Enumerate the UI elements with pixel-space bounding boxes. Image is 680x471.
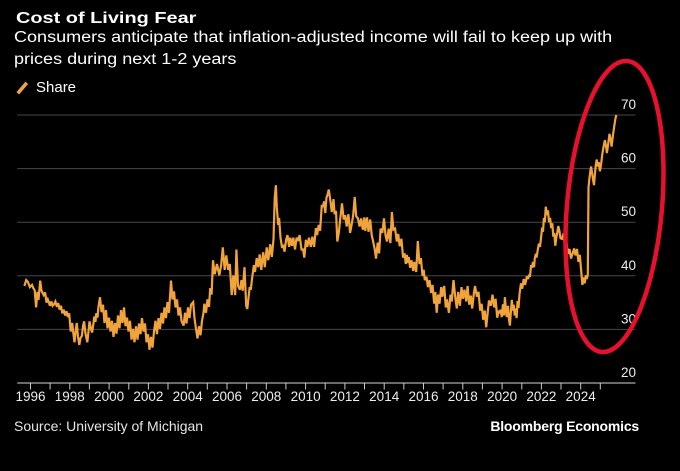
- svg-text:1998: 1998: [55, 389, 85, 404]
- svg-text:2024: 2024: [566, 389, 597, 404]
- svg-text:2002: 2002: [133, 389, 163, 404]
- svg-text:1996: 1996: [15, 389, 45, 404]
- svg-text:50: 50: [621, 204, 636, 219]
- svg-text:2012: 2012: [330, 389, 360, 404]
- svg-text:2014: 2014: [369, 389, 400, 404]
- svg-text:2000: 2000: [94, 389, 124, 404]
- svg-text:2020: 2020: [487, 389, 517, 404]
- svg-text:2010: 2010: [291, 389, 321, 404]
- svg-text:70: 70: [621, 97, 636, 112]
- svg-text:2016: 2016: [408, 389, 438, 404]
- svg-text:2008: 2008: [251, 389, 281, 404]
- svg-text:2022: 2022: [526, 389, 556, 404]
- svg-text:2018: 2018: [448, 389, 478, 404]
- svg-text:40: 40: [621, 258, 636, 273]
- svg-text:2004: 2004: [173, 389, 204, 404]
- svg-text:2006: 2006: [212, 389, 242, 404]
- svg-text:20: 20: [621, 365, 636, 380]
- svg-text:60: 60: [621, 151, 636, 166]
